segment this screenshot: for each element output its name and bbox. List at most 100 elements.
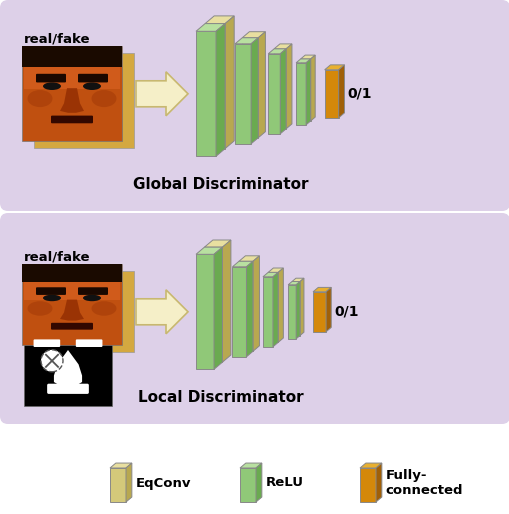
Polygon shape (232, 267, 246, 357)
Polygon shape (222, 240, 231, 362)
Polygon shape (224, 16, 234, 149)
FancyBboxPatch shape (36, 74, 66, 82)
Polygon shape (310, 55, 315, 121)
Polygon shape (235, 44, 250, 144)
FancyBboxPatch shape (22, 46, 122, 67)
Polygon shape (292, 282, 299, 336)
FancyBboxPatch shape (36, 287, 66, 295)
Polygon shape (288, 285, 296, 339)
Polygon shape (195, 31, 216, 156)
Polygon shape (195, 247, 222, 254)
Polygon shape (34, 271, 134, 352)
Polygon shape (273, 44, 291, 49)
Ellipse shape (91, 301, 116, 316)
Polygon shape (305, 59, 310, 125)
Ellipse shape (83, 295, 101, 301)
Polygon shape (205, 24, 224, 149)
Polygon shape (214, 247, 222, 369)
Text: ReLU: ReLU (265, 476, 303, 489)
Polygon shape (288, 282, 299, 285)
Polygon shape (313, 287, 331, 292)
Polygon shape (250, 38, 258, 144)
Ellipse shape (27, 301, 52, 316)
Polygon shape (296, 63, 305, 125)
Ellipse shape (43, 295, 61, 301)
FancyBboxPatch shape (76, 339, 102, 347)
Polygon shape (277, 268, 283, 342)
FancyBboxPatch shape (51, 116, 93, 123)
FancyBboxPatch shape (47, 383, 89, 394)
Polygon shape (268, 54, 280, 134)
Polygon shape (256, 463, 261, 502)
Polygon shape (54, 350, 82, 385)
Polygon shape (242, 38, 258, 138)
Polygon shape (300, 59, 310, 121)
Polygon shape (205, 16, 234, 24)
Polygon shape (34, 53, 134, 149)
Polygon shape (325, 287, 331, 332)
Polygon shape (359, 468, 375, 502)
Polygon shape (136, 290, 188, 334)
FancyBboxPatch shape (24, 49, 120, 89)
Text: real/fake: real/fake (24, 32, 90, 45)
Polygon shape (268, 272, 277, 342)
Polygon shape (375, 463, 381, 502)
Polygon shape (239, 261, 252, 351)
Polygon shape (110, 463, 132, 468)
Polygon shape (239, 256, 259, 261)
Polygon shape (232, 261, 252, 267)
Polygon shape (204, 240, 231, 247)
Polygon shape (195, 254, 214, 369)
Polygon shape (299, 278, 303, 336)
Polygon shape (300, 55, 315, 59)
Circle shape (41, 350, 63, 372)
Polygon shape (240, 463, 261, 468)
FancyBboxPatch shape (78, 74, 108, 82)
FancyBboxPatch shape (0, 0, 509, 211)
Polygon shape (258, 32, 265, 138)
FancyBboxPatch shape (34, 339, 60, 347)
Polygon shape (22, 264, 122, 345)
Polygon shape (286, 44, 291, 129)
Text: EqConv: EqConv (135, 476, 191, 489)
Text: 0/1: 0/1 (347, 87, 371, 101)
Polygon shape (324, 70, 338, 118)
Polygon shape (338, 65, 344, 118)
Polygon shape (110, 468, 126, 502)
FancyBboxPatch shape (24, 326, 112, 406)
Text: real/fake: real/fake (24, 250, 90, 263)
Polygon shape (268, 49, 286, 54)
Polygon shape (296, 59, 310, 63)
Polygon shape (242, 32, 265, 38)
Polygon shape (204, 247, 222, 362)
Polygon shape (126, 463, 132, 502)
Polygon shape (136, 72, 188, 116)
Polygon shape (280, 49, 286, 134)
Polygon shape (252, 256, 259, 351)
Polygon shape (263, 277, 272, 347)
Polygon shape (263, 272, 277, 277)
Ellipse shape (43, 82, 61, 90)
Text: Global Discriminator: Global Discriminator (132, 177, 307, 192)
Polygon shape (272, 272, 277, 347)
Ellipse shape (83, 82, 101, 90)
Polygon shape (22, 46, 122, 141)
Ellipse shape (27, 90, 52, 107)
Text: 0/1: 0/1 (333, 305, 358, 319)
Polygon shape (268, 268, 283, 272)
Polygon shape (292, 278, 303, 282)
FancyBboxPatch shape (22, 264, 122, 282)
Polygon shape (296, 282, 299, 339)
FancyBboxPatch shape (51, 323, 93, 329)
Polygon shape (60, 300, 84, 321)
Ellipse shape (91, 90, 116, 107)
FancyBboxPatch shape (24, 266, 120, 300)
Polygon shape (195, 24, 224, 31)
FancyBboxPatch shape (0, 213, 509, 424)
Text: Fully-
connected: Fully- connected (385, 469, 463, 497)
Polygon shape (273, 49, 286, 129)
Text: Local Discriminator: Local Discriminator (137, 390, 303, 405)
Polygon shape (240, 468, 256, 502)
Polygon shape (313, 292, 325, 332)
Polygon shape (324, 65, 344, 70)
